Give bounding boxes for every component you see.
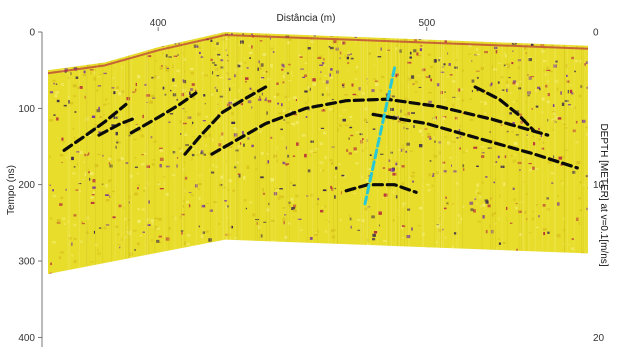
y-tick-label: 400 (18, 333, 35, 344)
reflector-curve-2 (97, 115, 139, 137)
y-axis-title: Tempo (ns) (6, 165, 17, 215)
reflector-curve-5 (210, 97, 550, 156)
x-tick-label: 500 (418, 18, 435, 29)
y-tick-label: 200 (18, 180, 35, 191)
reflector-curve-1 (62, 102, 128, 152)
cyan-dashed-line (363, 66, 397, 206)
y2-tick-label: 0 (593, 28, 599, 39)
reflector-curve-7 (473, 85, 536, 133)
y-tick-label: 0 (29, 28, 35, 39)
reflector-curve-6 (371, 112, 579, 170)
y2-tick-label: 10 (593, 180, 605, 191)
y2-tick-label: 20 (593, 333, 605, 344)
radar-section (47, 32, 589, 274)
axes: Distância (m) Tempo (ns) DEPTH [METER] a… (6, 13, 609, 347)
y-tick-label: 100 (18, 104, 35, 115)
right-axis-title: DEPTH [METER] at v=0.1[m/ns] (598, 123, 609, 266)
x-tick-label: 400 (150, 18, 167, 29)
interpretation-layer (62, 66, 579, 206)
section-top-band (47, 33, 589, 75)
reflector-curve-3 (129, 91, 198, 135)
reflector-curve-4 (183, 85, 268, 156)
y-tick-label: 300 (18, 257, 35, 268)
x-axis-title: Distância (m) (277, 13, 336, 24)
reflector-curve-8 (344, 183, 418, 194)
